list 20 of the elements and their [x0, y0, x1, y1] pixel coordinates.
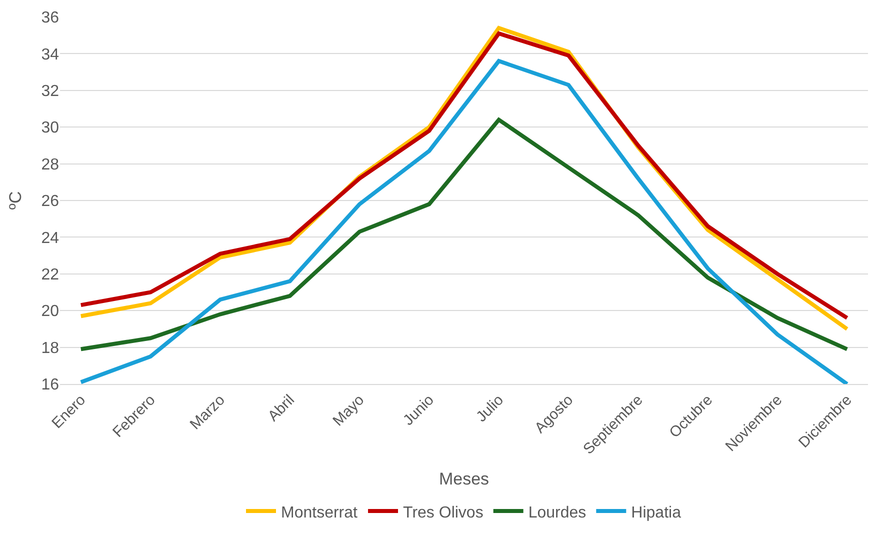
legend-label: Montserrat	[281, 504, 358, 522]
legend-label: Hipatia	[631, 504, 682, 522]
y-tick-label: 26	[41, 193, 60, 210]
y-tick-label: 28	[41, 156, 60, 174]
y-tick-label: 20	[41, 303, 60, 320]
legend-label: Tres Olivos	[403, 504, 484, 522]
y-tick-label: 16	[41, 376, 60, 394]
y-tick-label: 24	[41, 230, 60, 247]
line-series	[78, 118, 850, 352]
legend-label: Lourdes	[528, 504, 586, 522]
x-tick-label: Julio	[473, 392, 507, 426]
y-tick-label: 32	[41, 83, 60, 100]
y-tick-label: 22	[41, 266, 60, 284]
line-series	[78, 59, 850, 384]
y-tick-label: 36	[41, 10, 60, 27]
x-axis-title: Meses	[438, 469, 490, 488]
y-tick-label: 30	[41, 120, 60, 137]
y-tick-label: 18	[41, 340, 60, 357]
y-tick-label: 34	[41, 46, 60, 64]
y-axis-title: ºC	[6, 191, 25, 210]
